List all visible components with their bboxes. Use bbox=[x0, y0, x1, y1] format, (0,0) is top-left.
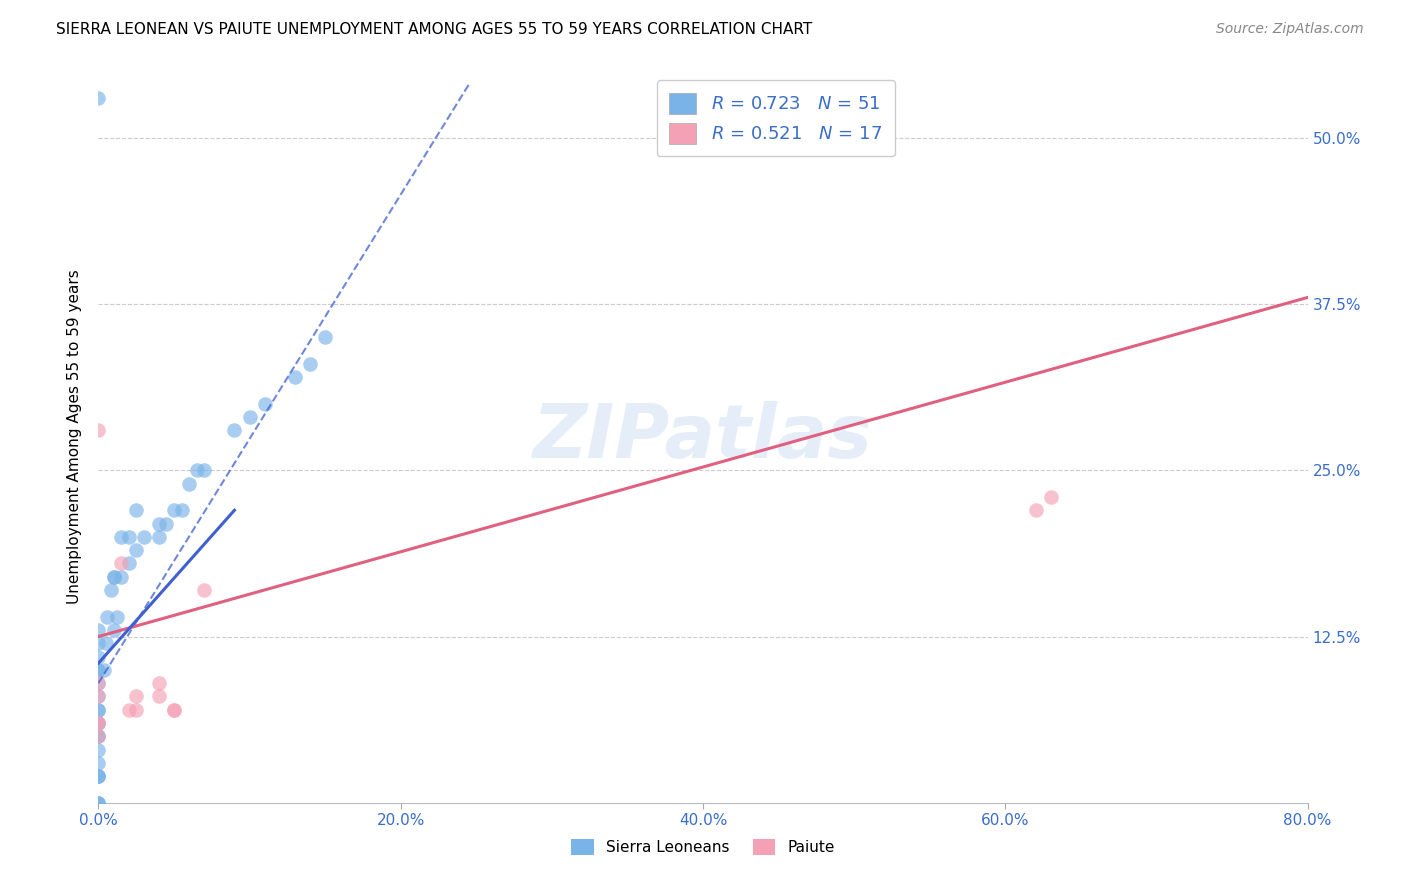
Point bbox=[1024, 503, 1046, 517]
Point bbox=[87, 729, 110, 743]
Point bbox=[239, 410, 262, 425]
Point bbox=[87, 769, 110, 783]
Point bbox=[125, 503, 148, 517]
Point bbox=[87, 716, 110, 731]
Point bbox=[148, 530, 170, 544]
Point bbox=[163, 703, 186, 717]
Point bbox=[110, 557, 132, 571]
Text: ZIPatlas: ZIPatlas bbox=[533, 401, 873, 474]
Text: SIERRA LEONEAN VS PAIUTE UNEMPLOYMENT AMONG AGES 55 TO 59 YEARS CORRELATION CHAR: SIERRA LEONEAN VS PAIUTE UNEMPLOYMENT AM… bbox=[56, 22, 813, 37]
Point bbox=[87, 796, 110, 810]
Point bbox=[132, 530, 155, 544]
Point bbox=[186, 463, 208, 477]
Point bbox=[87, 703, 110, 717]
Point bbox=[87, 676, 110, 690]
Point bbox=[1039, 490, 1062, 504]
Point bbox=[103, 570, 125, 584]
Point bbox=[179, 476, 201, 491]
Point bbox=[87, 716, 110, 731]
Point bbox=[125, 543, 148, 558]
Point bbox=[118, 703, 141, 717]
Point bbox=[94, 636, 117, 650]
Point bbox=[87, 796, 110, 810]
Point bbox=[314, 330, 336, 344]
Point bbox=[87, 729, 110, 743]
Point bbox=[155, 516, 177, 531]
Point bbox=[148, 676, 170, 690]
Legend: Sierra Leoneans, Paiute: Sierra Leoneans, Paiute bbox=[565, 833, 841, 861]
Point bbox=[100, 582, 122, 597]
Point bbox=[193, 463, 215, 477]
Point bbox=[163, 503, 186, 517]
Point bbox=[87, 690, 110, 704]
Point bbox=[125, 703, 148, 717]
Point bbox=[87, 91, 110, 105]
Point bbox=[170, 503, 193, 517]
Point bbox=[118, 530, 141, 544]
Point bbox=[103, 623, 125, 637]
Point bbox=[148, 690, 170, 704]
Point bbox=[87, 796, 110, 810]
Point bbox=[103, 570, 125, 584]
Point bbox=[118, 557, 141, 571]
Point bbox=[193, 582, 215, 597]
Point bbox=[87, 716, 110, 731]
Point bbox=[87, 424, 110, 438]
Point bbox=[87, 649, 110, 664]
Point bbox=[87, 690, 110, 704]
Point bbox=[96, 609, 118, 624]
Point bbox=[299, 357, 322, 371]
Point bbox=[93, 663, 115, 677]
Point bbox=[148, 516, 170, 531]
Point bbox=[87, 742, 110, 756]
Point bbox=[87, 769, 110, 783]
Point bbox=[253, 397, 276, 411]
Point bbox=[87, 623, 110, 637]
Point bbox=[87, 676, 110, 690]
Point bbox=[163, 703, 186, 717]
Point bbox=[87, 716, 110, 731]
Point bbox=[284, 370, 307, 384]
Point bbox=[87, 663, 110, 677]
Y-axis label: Unemployment Among Ages 55 to 59 years: Unemployment Among Ages 55 to 59 years bbox=[67, 269, 83, 605]
Point bbox=[87, 729, 110, 743]
Point bbox=[105, 609, 128, 624]
Text: Source: ZipAtlas.com: Source: ZipAtlas.com bbox=[1216, 22, 1364, 37]
Point bbox=[87, 703, 110, 717]
Point bbox=[110, 530, 132, 544]
Point bbox=[125, 690, 148, 704]
Point bbox=[87, 636, 110, 650]
Point bbox=[87, 756, 110, 770]
Point bbox=[87, 769, 110, 783]
Point bbox=[224, 424, 246, 438]
Point bbox=[110, 570, 132, 584]
Point bbox=[87, 663, 110, 677]
